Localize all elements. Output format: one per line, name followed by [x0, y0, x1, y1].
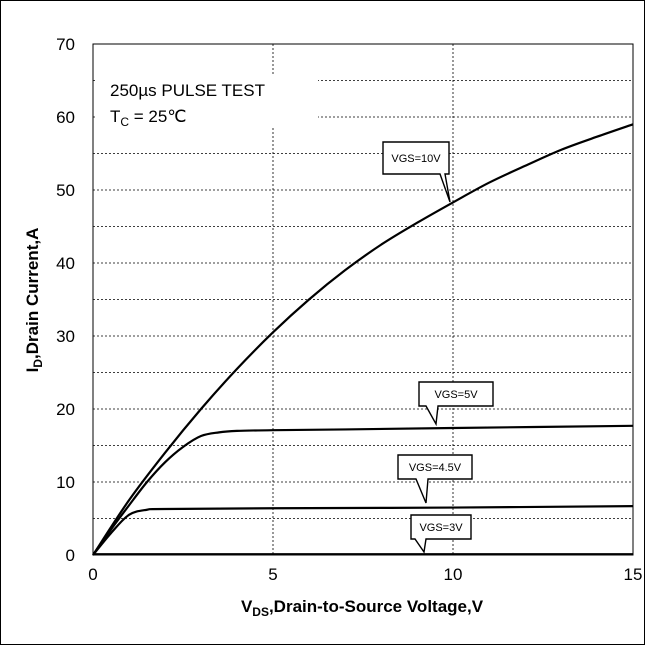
- series-line-vgs-4.5v: [92, 504, 634, 556]
- series-layer: [92, 123, 634, 556]
- series-callouts: VGS=10V VGS=5V VGS=4.5V VGS=3V: [382, 141, 494, 554]
- x-tick-label: 0: [88, 565, 97, 584]
- temperature-note: TC = 25℃: [110, 107, 186, 129]
- pulse-test-note: 250µs PULSE TEST: [110, 81, 265, 100]
- series-label: VGS=3V: [419, 522, 463, 534]
- x-axis-title: VDS,Drain-to-Source Voltage,V: [241, 597, 484, 619]
- y-tick-label: 20: [56, 400, 75, 419]
- series-label: VGS=5V: [434, 389, 478, 401]
- series-line-vgs-5v: [92, 424, 634, 556]
- annotation-background: [96, 74, 318, 128]
- y-tick-label: 70: [56, 35, 75, 54]
- callout-box: [397, 454, 473, 504]
- y-tick-label: 10: [56, 473, 75, 492]
- callout-box: [382, 141, 451, 203]
- series-line-vgs-10v: [92, 123, 634, 556]
- series-label: VGS=4.5V: [409, 462, 462, 474]
- x-tick-label: 5: [268, 565, 277, 584]
- callout-box: [418, 381, 494, 427]
- x-tick-label: 10: [444, 565, 463, 584]
- y-tick-label: 30: [56, 327, 75, 346]
- y-tick-label: 0: [66, 546, 75, 565]
- y-tick-label: 60: [56, 108, 75, 127]
- plot-border: [92, 43, 634, 556]
- callout-box: [410, 514, 472, 554]
- x-tick-label: 15: [624, 565, 643, 584]
- y-tick-label: 40: [56, 254, 75, 273]
- series-label: VGS=10V: [391, 153, 441, 165]
- y-tick-label: 50: [56, 181, 75, 200]
- y-axis-title: ID,Drain Current,A: [23, 228, 45, 373]
- tick-labels: 0 10 20 30 40 50 60 70 0 5 10 15: [56, 35, 642, 584]
